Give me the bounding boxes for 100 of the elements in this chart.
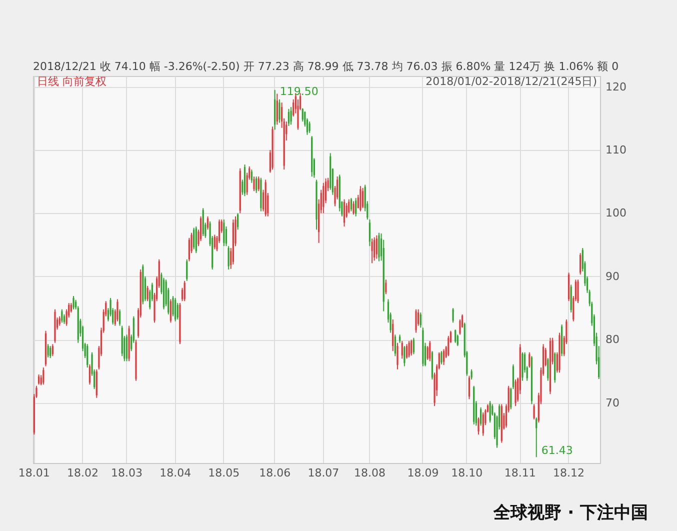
candlestick [415,308,417,334]
candlestick [288,108,290,126]
candlestick [396,342,398,370]
candlestick [72,296,74,310]
candlestick [276,93,278,126]
candlestick [482,412,484,436]
y-tick-label: 120 [606,80,626,94]
candlestick [256,176,258,194]
candlestick [412,337,415,355]
candlestick [193,227,195,250]
chart-subtitle: 2018/12/21 收 74.10 幅 -3.26%(-2.50) 开 77.23 高 78.99 低 73.78 均 76.03 振 6.80% 量 124万 换 1.06% 额 0 [33,60,619,73]
x-tick-label: 18.08 [354,466,386,480]
candlestick [253,176,255,192]
candlestick [547,358,549,382]
candlestick [126,334,128,362]
candlestick [350,198,352,212]
candlestick [322,182,324,214]
candlestick [58,316,60,326]
candlestick [580,252,582,276]
candlestick [468,375,470,400]
x-tick-label: 18.12 [553,466,585,480]
candlestick [343,198,346,227]
candlestick [429,340,431,362]
candlestick [394,334,396,357]
candlestick [448,335,450,357]
candlestick [308,121,310,134]
candlestick [174,297,176,322]
candlestick [454,329,456,344]
x-tick-label: 18.05 [208,466,240,480]
candlestick [86,344,88,368]
candlestick [88,364,91,386]
candlestick [278,98,280,124]
candlestick [442,348,445,366]
candlestick [355,198,357,217]
candlestick [348,198,350,214]
candlestick [577,279,579,304]
candlestick [52,344,54,357]
candlestick [61,308,63,324]
candlestick [47,344,49,358]
annotation: 日线 向前复权 [37,75,106,88]
candlestick [302,108,304,122]
candlestick [200,216,202,242]
candlestick [352,200,354,215]
x-tick-label: 18.11 [504,466,536,480]
candlestick [368,219,371,247]
candlestick [186,258,188,282]
candlestick [459,318,461,336]
annotation: 61.43 [541,444,573,458]
candlestick [452,308,454,324]
x-tick-label: 18.04 [160,466,192,480]
candlestick [214,234,216,250]
x-tick-label: 18.10 [451,466,483,480]
x-tick-label: 18.02 [67,466,99,480]
candlestick [258,176,260,192]
candlestick [176,302,178,320]
annotation: 2018/01/02-2018/12/21(245日) [426,75,597,88]
candlestick [250,169,253,184]
candlestick [408,340,410,358]
annotation: 119.50 [280,84,318,98]
candlestick [360,186,362,212]
candlestick [146,285,148,302]
candlestick [514,379,516,407]
y-tick-label: 90 [606,270,620,283]
candlestick [346,202,348,218]
candlestick [228,246,230,270]
candlestick [188,237,190,262]
candlestick [570,284,572,313]
candlestick [440,350,442,365]
candlestick [478,416,480,436]
x-tick-label: 18.03 [110,466,142,480]
candlestick [489,400,491,424]
candlestick [206,216,209,230]
candlestick [378,232,380,262]
y-tick-label: 80 [606,333,620,346]
candlestick [116,298,118,322]
y-tick-label: 70 [606,396,620,410]
candlestick [480,406,482,426]
candlestick [410,339,412,356]
y-tick-label: 100 [606,206,626,220]
candlestick [237,212,239,230]
x-tick-label: 18.09 [407,466,439,480]
candlestick [42,367,44,386]
text: 全球视野 · 下注中国 [492,503,648,523]
y-tick-label: 110 [606,143,626,156]
candlestick [38,374,40,386]
candlestick [528,352,530,368]
candlestick [362,187,364,209]
candlestick [195,226,197,254]
candlestick [420,312,422,328]
candlestick [536,416,538,458]
candlestick [406,344,408,360]
candlestick [392,318,394,352]
candlestick [376,234,378,260]
candlestick [290,106,292,126]
candlestick [533,404,535,420]
candlestick [184,280,186,302]
candlestick [50,346,52,359]
candlestick [371,238,373,264]
candlestick [223,219,225,247]
candlestick [118,308,121,326]
